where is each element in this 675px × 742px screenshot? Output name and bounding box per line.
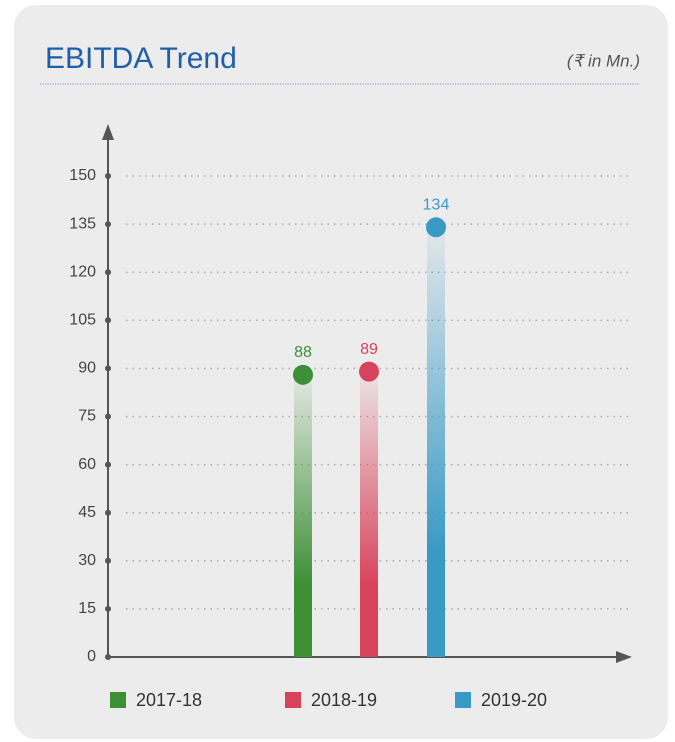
tick-mark — [105, 413, 111, 420]
tick-mark — [105, 221, 111, 228]
data-label: 88 — [294, 344, 312, 361]
legend-label: 2018-19 — [311, 690, 377, 710]
y-tick-label: 15 — [78, 600, 96, 617]
bar — [360, 371, 378, 657]
y-tick-label: 75 — [78, 408, 96, 425]
panel — [14, 5, 668, 739]
x-axis-arrow — [616, 651, 632, 663]
tick-mark — [105, 269, 111, 276]
data-label: 134 — [423, 197, 450, 214]
tick-mark — [105, 605, 111, 612]
tick-mark — [105, 317, 111, 324]
bar-cap — [293, 364, 313, 385]
y-tick-label: 135 — [69, 215, 96, 232]
bar — [427, 227, 445, 657]
y-tick-label: 30 — [78, 552, 96, 569]
legend-swatch — [110, 692, 126, 708]
y-tick-label: 60 — [78, 456, 96, 473]
bar-cap — [359, 361, 379, 382]
tick-mark — [105, 461, 111, 468]
legend-label: 2019-20 — [481, 690, 547, 710]
y-tick-label: 45 — [78, 504, 96, 521]
y-tick-label: 90 — [78, 360, 96, 377]
bar — [294, 374, 312, 657]
tick-mark — [105, 173, 111, 179]
y-tick-label: 0 — [87, 648, 96, 665]
y-tick-label: 150 — [69, 167, 96, 184]
y-axis-arrow — [102, 124, 114, 140]
legend-swatch — [285, 692, 301, 708]
tick-mark — [105, 557, 111, 564]
tick-mark — [105, 654, 111, 660]
y-tick-label: 105 — [69, 312, 96, 329]
tick-mark — [105, 509, 111, 516]
data-label: 89 — [360, 341, 378, 358]
legend-label: 2017-18 — [136, 690, 202, 710]
tick-mark — [105, 365, 111, 372]
y-tick-label: 120 — [69, 263, 96, 280]
legend-swatch — [455, 692, 471, 708]
bar-cap — [426, 217, 446, 238]
chart-title: EBITDA Trend — [45, 42, 237, 75]
chart-subtitle: (₹ in Mn.) — [567, 51, 640, 70]
